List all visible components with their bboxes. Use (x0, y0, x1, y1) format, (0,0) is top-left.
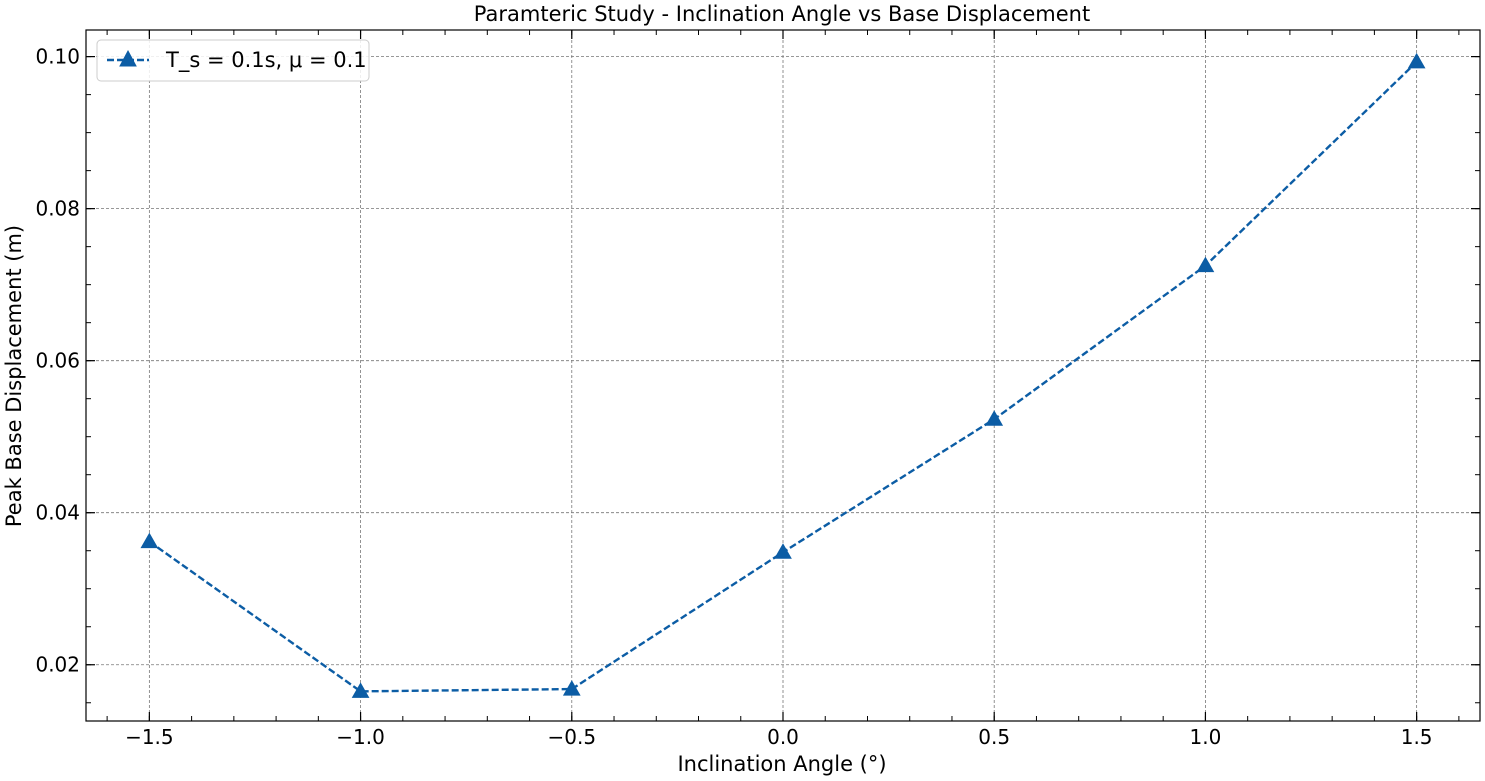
x-tick-label: −0.5 (547, 725, 596, 749)
x-tick-label: 1.0 (1190, 725, 1222, 749)
y-tick-label: 0.06 (35, 349, 80, 373)
y-tick-label: 0.04 (35, 501, 80, 525)
x-tick-label: 0.5 (978, 725, 1010, 749)
data-point-marker (562, 680, 581, 696)
x-tick-label: 0.0 (767, 725, 799, 749)
data-point-marker (140, 532, 159, 549)
data-point-marker (985, 410, 1004, 426)
legend-label: T_s = 0.1s, μ = 0.1 (165, 48, 367, 73)
chart-title: Paramteric Study - Inclination Angle vs … (474, 2, 1090, 26)
grid (86, 30, 1480, 721)
data-point-marker (1407, 52, 1426, 69)
legend-marker (119, 49, 137, 67)
x-tick-label: −1.0 (336, 725, 385, 749)
major-ticks (86, 30, 1480, 721)
data-point-marker (1196, 256, 1215, 273)
legend: T_s = 0.1s, μ = 0.1 (96, 39, 370, 82)
data-point-marker (774, 543, 792, 559)
x-tick-labels: −1.5 −1.0 −0.5 0.0 0.5 1.0 1.5 (125, 725, 1432, 749)
y-tick-label: 0.10 (35, 45, 80, 69)
x-tick-label: −1.5 (125, 725, 174, 749)
y-tick-labels: 0.02 0.04 0.06 0.08 0.10 (35, 45, 80, 677)
data-point-marker (351, 682, 370, 698)
legend-box (96, 39, 370, 82)
x-axis-label: Inclination Angle (°) (677, 752, 886, 776)
y-tick-label: 0.02 (35, 653, 80, 677)
y-tick-label: 0.08 (35, 197, 80, 221)
x-tick-label: 1.5 (1401, 725, 1433, 749)
plot-frame (85, 29, 1481, 722)
series (140, 52, 1426, 698)
y-axis-label: Peak Base Displacement (m) (2, 225, 26, 527)
